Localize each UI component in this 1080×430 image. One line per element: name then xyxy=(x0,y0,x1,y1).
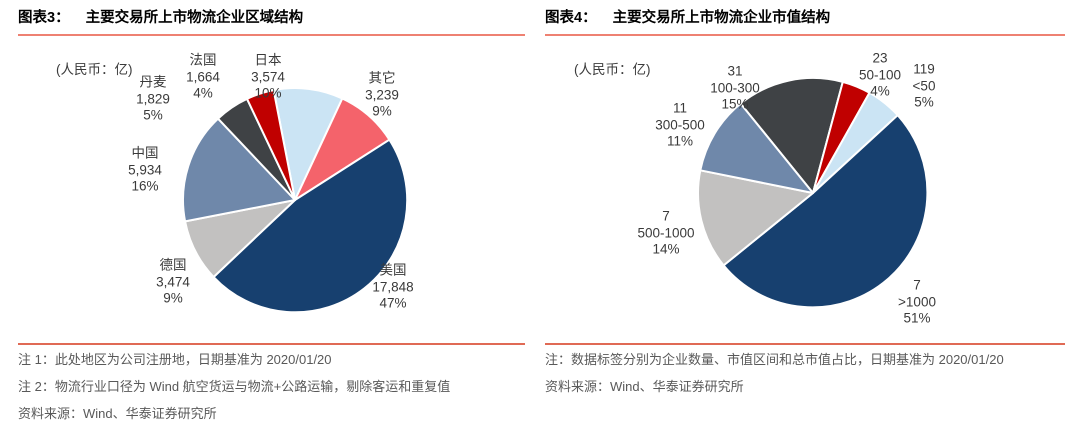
figure-3-tag: 图表3： xyxy=(18,10,70,26)
figure-4-title-text: 主要交易所上市物流企业市值结构 xyxy=(612,10,831,26)
pie-slice xyxy=(722,114,929,309)
figure-3-title: 图表3： 主要交易所上市物流企业区域结构 xyxy=(18,9,525,36)
note-line: 注：数据标签分别为企业数量、市值区间和总市值占比，日期基准为 2020/01/2… xyxy=(545,352,1004,367)
pie-slice-label: 119 <50 5% xyxy=(912,61,936,110)
region-pie-chart: (人民币：亿) 日本 3,574 10% 其它 3,239 9% 美国 17,848 47% 德国… xyxy=(18,36,525,343)
pie-slice xyxy=(697,169,814,267)
pie-slice-label: 23 50-100 4% xyxy=(858,50,902,99)
pie-slice-label: 中国 5,934 16% xyxy=(128,145,162,194)
marketcap-pie-chart: (人民币：亿) 31 100-300 15% 23 50-100 4% 119 <50 5% 7 >… xyxy=(545,36,1065,343)
unit-label: (人民币：亿) xyxy=(574,62,651,77)
figure-4-tag: 图表4： xyxy=(545,10,597,26)
pie-slice xyxy=(212,138,409,314)
pie-slice xyxy=(699,102,814,194)
note-line: 注 1：此处地区为公司注册地，日期基准为 2020/01/20 xyxy=(18,352,332,367)
pie-slice-label: 11 300-500 11% xyxy=(655,100,705,149)
pie-slice-label: 日本 3,574 10% xyxy=(251,52,285,101)
figure-4-title: 图表4： 主要交易所上市物流企业市值结构 xyxy=(545,9,1065,36)
note-line: 资料来源：Wind、华泰证券研究所 xyxy=(18,406,217,421)
pie-slice-label: 31 100-300 15% xyxy=(710,63,760,112)
pie-slice xyxy=(246,89,296,201)
pie-slice-label: 7 >1000 51% xyxy=(898,277,936,326)
pie-slice-label: 德国 3,474 9% xyxy=(156,257,190,306)
note-line: 注 2：物流行业口径为 Wind 航空货运与物流+公路运输，剔除客运和重复值 xyxy=(18,379,451,394)
pie-slice-label: 7 500-1000 14% xyxy=(637,208,695,257)
pie-slice xyxy=(182,117,296,223)
pie-slice-label: 其它 3,239 9% xyxy=(365,70,399,119)
region-pie-svg xyxy=(182,87,409,314)
pie-slice-label: 美国 17,848 47% xyxy=(372,262,414,311)
pie-slice-label: 法国 1,664 4% xyxy=(186,52,220,101)
notes-separator xyxy=(545,343,1065,345)
notes-separator xyxy=(18,343,525,345)
figure-4-notes: 注：数据标签分别为企业数量、市值区间和总市值占比，日期基准为 2020/01/2… xyxy=(545,351,1065,405)
pie-slice-label: 丹麦 1,829 5% xyxy=(136,74,170,123)
pie-slice xyxy=(739,77,844,194)
figure-4-panel: 图表4： 主要交易所上市物流企业市值结构 (人民币：亿) 31 100-300 15%… xyxy=(545,0,1065,430)
figure-3-notes: 注 1：此处地区为公司注册地，日期基准为 2020/01/20 注 2：物流行业口… xyxy=(18,351,525,430)
figure-3-title-text: 主要交易所上市物流企业区域结构 xyxy=(85,10,304,26)
unit-label: (人民币：亿) xyxy=(56,62,133,77)
marketcap-pie-svg xyxy=(697,77,929,309)
note-line: 资料来源：Wind、华泰证券研究所 xyxy=(545,379,744,394)
figure-3-panel: 图表3： 主要交易所上市物流企业区域结构 (人民币：亿) 日本 3,574 10% 其它… xyxy=(18,0,525,430)
